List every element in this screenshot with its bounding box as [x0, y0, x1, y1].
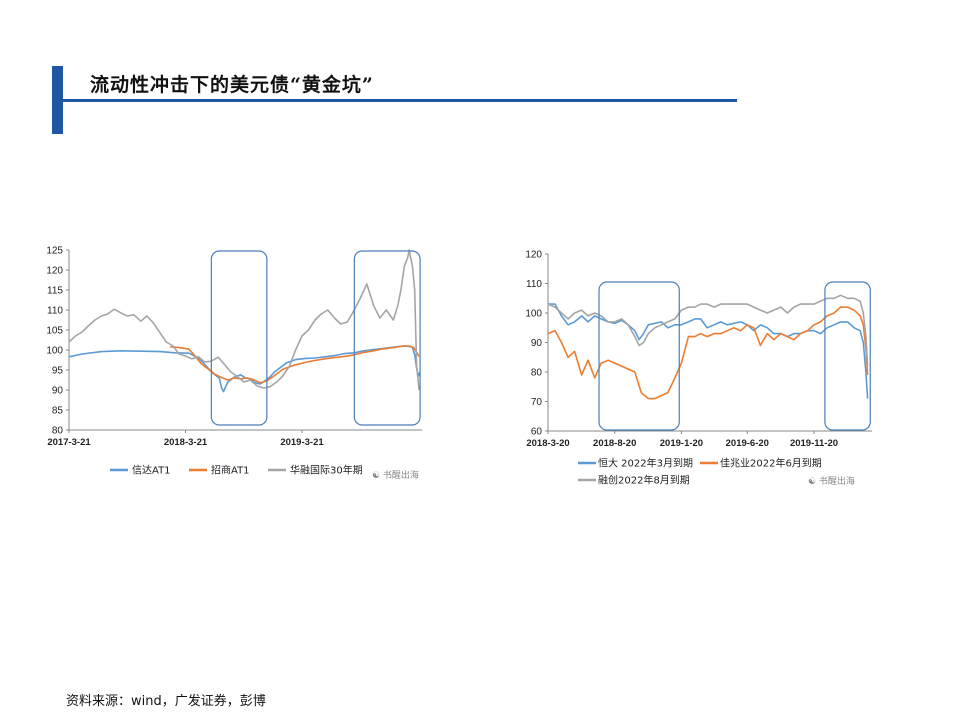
x-tick-label: 2018-3-20 [526, 438, 569, 449]
x-tick-label: 2017-3-21 [47, 437, 91, 448]
y-tick-label: 70 [531, 397, 543, 408]
highlight-box-2 [353, 250, 421, 426]
series-line-3 [68, 249, 420, 391]
title-accent-bar [52, 66, 63, 134]
legend-label-2: 招商AT1 [211, 464, 250, 477]
y-tick-label: 95 [52, 366, 64, 377]
y-tick-label: 110 [47, 306, 63, 317]
highlight-box-1 [598, 281, 680, 431]
series-line-1 [548, 303, 869, 399]
y-tick-label: 120 [525, 250, 542, 261]
y-tick-label: 90 [52, 386, 64, 397]
y-tick-label: 80 [52, 426, 64, 437]
highlight-box-1 [210, 250, 268, 426]
watermark-text: ☯ 书醒出海 [372, 469, 419, 481]
x-tick-label: 2018-3-21 [164, 437, 208, 448]
y-tick-label: 110 [526, 279, 542, 290]
watermark-text: ☯ 书醒出海 [808, 475, 855, 487]
page-title: 流动性冲击下的美元债“黄金坑” [90, 74, 374, 96]
series-line-2 [170, 345, 420, 384]
source-note: 资料来源：wind，广发证券，彭博 [66, 694, 266, 709]
y-tick-label: 90 [531, 338, 543, 349]
y-tick-label: 80 [531, 368, 543, 379]
x-tick-label: 2019-1-20 [660, 438, 703, 449]
legend-label-1: 恒大 2022年3月到期 [598, 457, 693, 470]
legend-label-3: 华融国际30年期 [290, 464, 363, 477]
y-tick-label: 85 [52, 406, 64, 417]
x-tick-label: 2019-11-20 [790, 438, 838, 449]
series-line-2 [547, 306, 869, 400]
legend-label-3: 融创2022年8月到期 [598, 474, 690, 487]
x-tick-label: 2019-3-21 [280, 437, 324, 448]
series-line-3 [547, 294, 869, 367]
y-tick-label: 100 [525, 309, 542, 320]
y-tick-label: 125 [46, 246, 63, 257]
y-tick-label: 105 [46, 326, 63, 337]
highlight-box-2 [824, 281, 871, 431]
y-tick-label: 60 [531, 427, 543, 438]
y-tick-label: 100 [46, 346, 63, 357]
x-tick-label: 2018-8-20 [593, 438, 636, 449]
legend-label-2: 佳兆业2022年6月到期 [720, 457, 822, 470]
y-tick-label: 120 [46, 266, 63, 277]
x-tick-label: 2019-6-20 [726, 438, 769, 449]
title-underline [63, 99, 737, 102]
y-tick-label: 115 [47, 286, 63, 297]
legend-label-1: 信达AT1 [132, 465, 171, 477]
